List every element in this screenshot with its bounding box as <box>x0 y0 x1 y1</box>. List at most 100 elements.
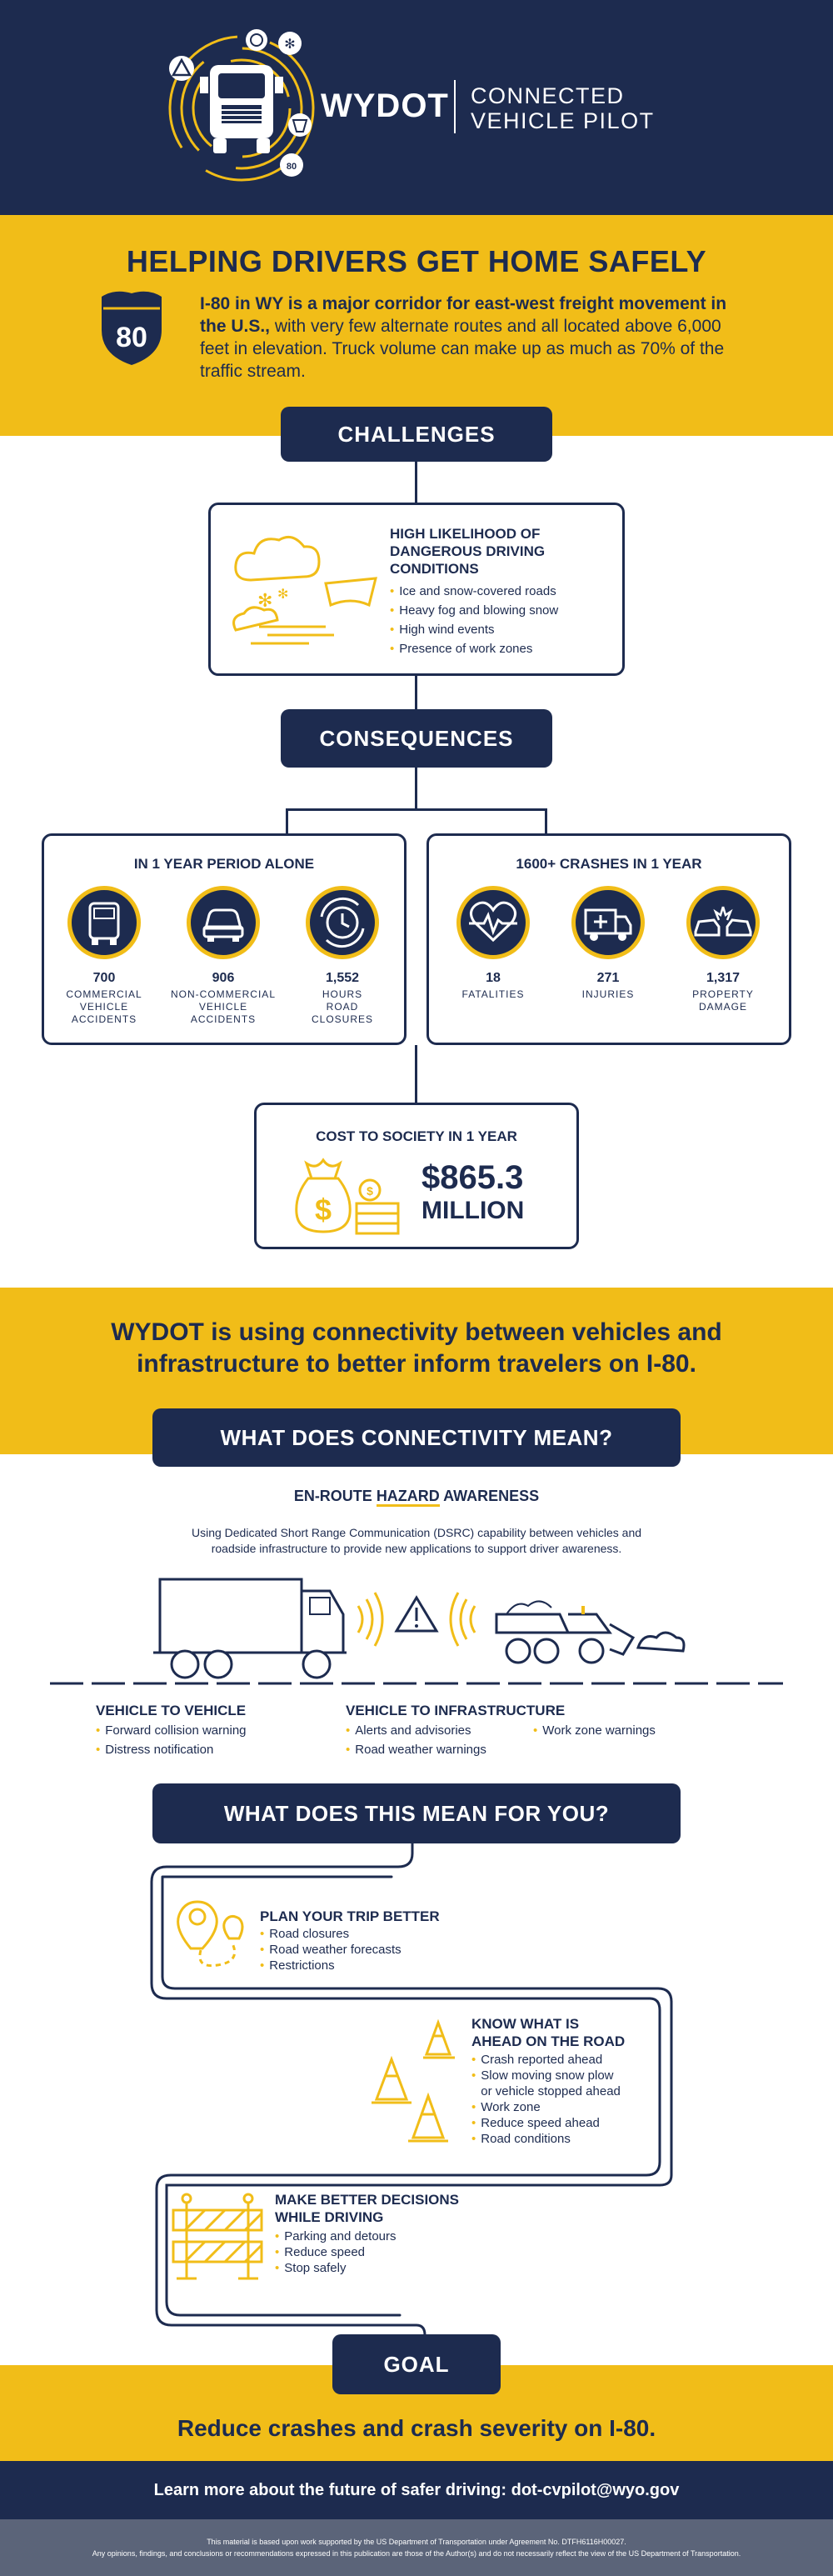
disclaimer-line2: Any opinions, findings, and conclusions … <box>92 2549 741 2558</box>
know-ahead-title-line2: AHEAD ON THE ROAD <box>471 2033 626 2049</box>
stat-number: 906 <box>212 971 235 985</box>
list-item: • Work zone warnings <box>533 1723 656 1738</box>
v2i-list-col2: • Work zone warnings <box>533 1721 716 1740</box>
v2i-title: VEHICLE TO INFRASTRUCTURE <box>346 1703 566 1718</box>
cost-title: COST TO SOCIETY IN 1 YEAR <box>316 1128 517 1144</box>
brand-name: WYDOT <box>321 88 449 124</box>
stat-number: 1,552 <box>325 971 360 985</box>
connectivity-header: WHAT DOES CONNECTIVITY MEAN? <box>152 1408 681 1467</box>
know-ahead-title: KNOW WHAT IS AHEAD ON THE ROAD <box>471 2015 625 2050</box>
ambulance-icon <box>571 886 645 959</box>
crash-stats-title: 1600+ CRASHES IN 1 YEAR <box>516 856 702 872</box>
connector-line <box>415 1045 417 1103</box>
connector-line <box>545 808 547 833</box>
list-item: • Presence of work zones <box>390 642 533 656</box>
list-item: • Ice and snow-covered roads <box>390 584 556 598</box>
connector-line <box>415 768 417 809</box>
connector-line <box>415 676 417 709</box>
heartbeat-icon <box>456 886 530 959</box>
truck-icon <box>67 886 141 959</box>
list-item: •or vehicle stopped ahead <box>481 2084 621 2098</box>
svg-text:✻: ✻ <box>257 590 272 611</box>
svg-text:✻: ✻ <box>284 38 295 52</box>
list-item: • Road closures <box>260 1927 350 1941</box>
v2v-title: VEHICLE TO VEHICLE <box>96 1703 247 1718</box>
brand-subtitle-line2: VEHICLE PILOT <box>471 108 655 133</box>
road-barrier-icon <box>168 2192 267 2283</box>
annual-stats-title: IN 1 YEAR PERIOD ALONE <box>133 856 315 872</box>
dsrc-description: Using Dedicated Short Range Communicatio… <box>0 1525 833 1557</box>
connector-line <box>415 462 417 503</box>
wydot-statement-line1: WYDOT is using connectivity between vehi… <box>111 1318 722 1346</box>
list-item: • Distress notification <box>96 1743 214 1757</box>
cost-amount: $865.3 <box>421 1159 524 1196</box>
wydot-logo: ✻ 80 <box>158 25 325 192</box>
stat-number: 271 <box>596 971 620 985</box>
list-item: • High wind events <box>390 623 495 637</box>
stat-label: FATALITIES <box>461 988 525 1000</box>
stat-label: HOURS ROAD CLOSURES <box>311 988 374 1025</box>
challenges-box: ✻ ✻ HIGH LIKELIHOOD OF DANGEROUS DRIVING… <box>208 503 625 676</box>
v2i-list-col1: • Alerts and advisories • Road weather war… <box>346 1721 529 1759</box>
intro-text: I-80 in WY is a major corridor for east-… <box>200 293 733 383</box>
list-item: • Road conditions <box>471 2132 571 2146</box>
list-item: • Crash reported ahead <box>471 2053 603 2067</box>
list-item: • Restrictions <box>260 1958 335 1973</box>
for-you-header: WHAT DOES THIS MEAN FOR YOU? <box>152 1783 681 1843</box>
disclaimer-line1: This material is based upon work support… <box>207 2538 626 2546</box>
learn-more-banner: Learn more about the future of safer dri… <box>0 2461 833 2519</box>
intro-section: HELPING DRIVERS GET HOME SAFELY 80 I-80 … <box>0 215 833 436</box>
traffic-cones-icon <box>358 2013 475 2154</box>
plan-trip-list: • Road closures • Road weather forecasts •… <box>260 1926 476 1973</box>
list-item: • Parking and detours <box>275 2229 397 2243</box>
list-item: • Forward collision warning <box>96 1723 247 1738</box>
know-ahead-list: • Crash reported ahead • Slow moving snow … <box>471 2052 671 2147</box>
svg-text:$: $ <box>367 1184 373 1198</box>
list-item: • Alerts and advisories <box>346 1723 471 1738</box>
crash-stats-box: 1600+ CRASHES IN 1 YEAR 18 FATALITIES 27… <box>426 833 791 1045</box>
clock-icon <box>306 886 379 959</box>
intro-title: HELPING DRIVERS GET HOME SAFELY <box>126 244 707 278</box>
better-decisions-title-line2: WHILE DRIVING <box>275 2209 384 2225</box>
goal-text: Reduce crashes and crash severity on I-8… <box>177 2415 656 2441</box>
know-ahead-title-line1: KNOW WHAT IS <box>471 2016 580 2032</box>
car-icon <box>187 886 260 959</box>
goal-header: GOAL <box>332 2334 501 2394</box>
dsrc-description-line1: Using Dedicated Short Range Communicatio… <box>191 1526 642 1539</box>
weather-icon: ✻ ✻ <box>226 530 384 655</box>
stat-number: 700 <box>92 971 116 985</box>
cost-box: COST TO SOCIETY IN 1 YEAR $ $ $865.3 MIL… <box>254 1103 579 1249</box>
challenges-list: • Ice and snow-covered roads • Heavy fog a… <box>390 582 606 658</box>
consequences-header: CONSEQUENCES <box>281 709 552 768</box>
intro-text-bold: I-80 in WY is a major corridor for east-… <box>200 294 727 336</box>
svg-text:80: 80 <box>287 162 297 172</box>
challenges-title: HIGH LIKELIHOOD OF DANGEROUS DRIVING CON… <box>390 526 546 577</box>
disclaimer: This material is based upon work support… <box>0 2519 833 2576</box>
v2x-illustration <box>50 1571 783 1696</box>
better-decisions-list: • Parking and detours • Reduce speed • Stop… <box>275 2228 475 2276</box>
list-item: • Heavy fog and blowing snow <box>390 603 559 618</box>
list-item: • Road weather forecasts <box>260 1943 402 1957</box>
list-item: • Reduce speed ahead <box>471 2116 600 2130</box>
challenges-header: CHALLENGES <box>281 407 552 462</box>
stat-label: COMMERCIAL VEHICLE ACCIDENTS <box>66 988 142 1025</box>
stat-number: 18 <box>486 971 501 985</box>
stat-number: 1,317 <box>706 971 741 985</box>
list-item: • Stop safely <box>275 2261 347 2275</box>
stat-label: INJURIES <box>581 988 635 1000</box>
better-decisions-title-line1: MAKE BETTER DECISIONS <box>275 2192 460 2208</box>
money-bag-icon: $ $ <box>287 1153 403 1237</box>
list-item: • Road weather warnings <box>346 1743 486 1757</box>
list-item: • Slow moving snow plow <box>471 2068 614 2083</box>
connector-line <box>286 808 546 811</box>
v2v-list: • Forward collision warning • Distress not… <box>96 1721 312 1759</box>
brand-subtitle-line1: CONNECTED <box>471 83 625 108</box>
crash-icon <box>686 886 760 959</box>
plan-trip-title: PLAN YOUR TRIP BETTER <box>260 1908 440 1924</box>
better-decisions-title: MAKE BETTER DECISIONS WHILE DRIVING <box>275 2191 459 2226</box>
brand-subtitle: CONNECTED VEHICLE PILOT <box>471 83 655 133</box>
stat-label: PROPERTY DAMAGE <box>692 988 754 1013</box>
map-route-icon <box>171 1890 262 1982</box>
list-item: • Reduce speed <box>275 2245 366 2259</box>
